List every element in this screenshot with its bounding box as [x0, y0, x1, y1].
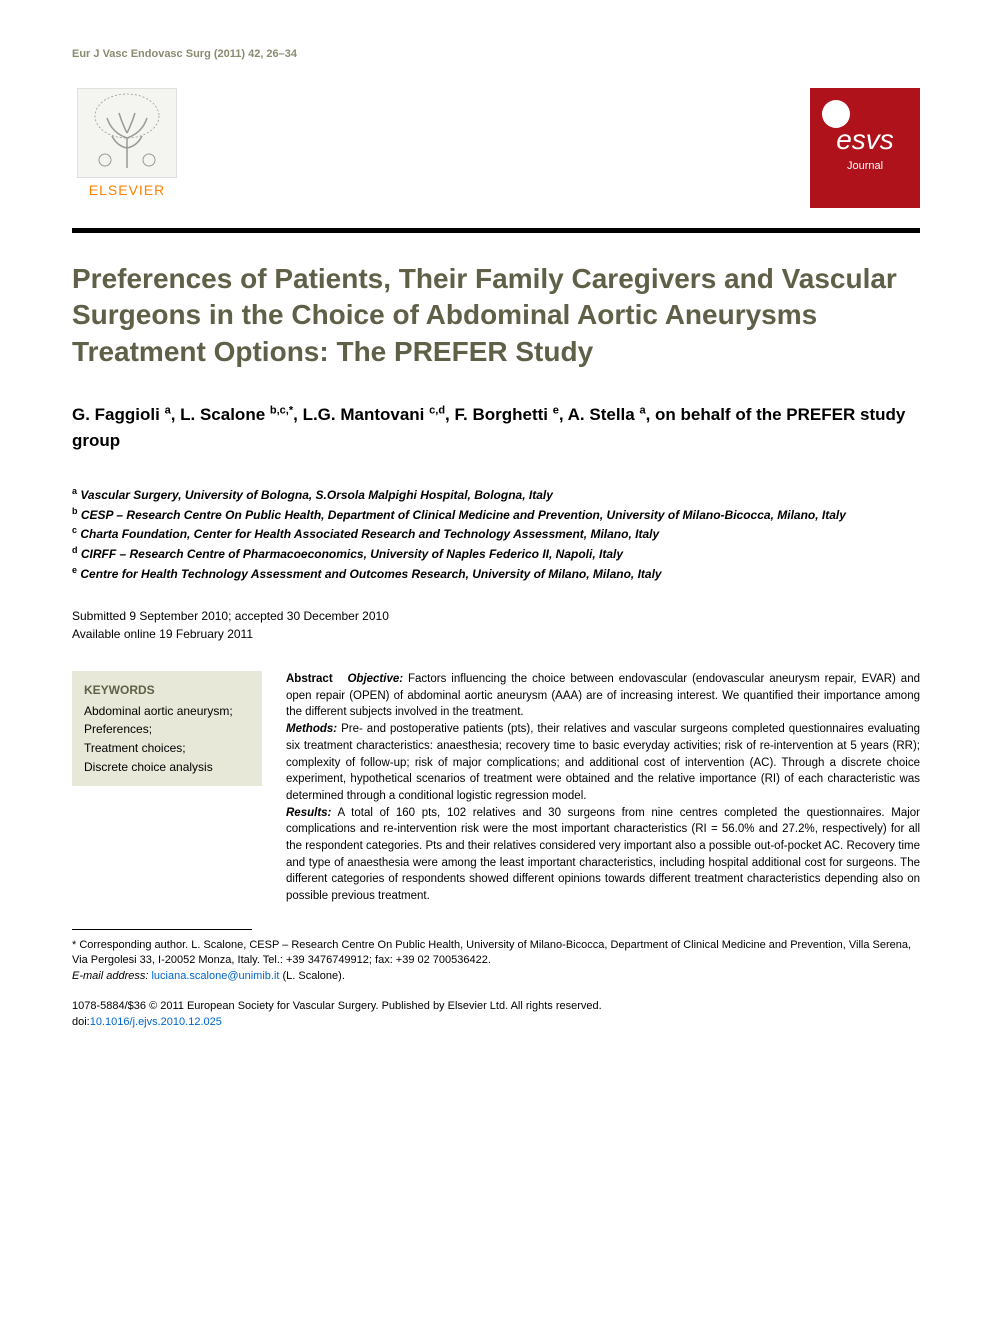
- doi-line: doi:10.1016/j.ejvs.2010.12.025: [72, 1015, 920, 1031]
- footer-rule: [72, 929, 252, 930]
- email-link[interactable]: luciana.scalone@unimib.it: [151, 970, 279, 982]
- esvs-wordmark: esvs: [836, 124, 894, 156]
- affiliation-a: a Vascular Surgery, University of Bologn…: [72, 485, 920, 505]
- email-line: E-mail address: luciana.scalone@unimib.i…: [72, 969, 920, 985]
- elsevier-tree-icon: [77, 88, 177, 178]
- copyright-block: 1078-5884/$36 © 2011 European Society fo…: [72, 999, 920, 1031]
- methods-label: Methods:: [286, 723, 337, 735]
- keywords-box: KEYWORDS Abdominal aortic aneurysm;Prefe…: [72, 671, 262, 786]
- results-text: A total of 160 pts, 102 relatives and 30…: [286, 807, 920, 902]
- copyright-line: 1078-5884/$36 © 2011 European Society fo…: [72, 999, 920, 1015]
- elsevier-wordmark: ELSEVIER: [89, 182, 165, 198]
- abstract-label: Abstract: [286, 673, 333, 685]
- doi-link[interactable]: 10.1016/j.ejvs.2010.12.025: [90, 1016, 222, 1028]
- objective-label: Objective:: [347, 673, 403, 685]
- affiliation-d: d CIRFF – Research Centre of Pharmacoeco…: [72, 544, 920, 564]
- affiliation-c: c Charta Foundation, Center for Health A…: [72, 524, 920, 544]
- methods-text: Pre- and postoperative patients (pts), t…: [286, 723, 920, 802]
- footer-notes: * Corresponding author. L. Scalone, CESP…: [72, 938, 920, 986]
- esvs-journal-label: Journal: [847, 160, 883, 172]
- esvs-circle-icon: [822, 100, 850, 128]
- affiliation-e: e Centre for Health Technology Assessmen…: [72, 564, 920, 584]
- esvs-logo: esvs Journal: [810, 88, 920, 208]
- affiliation-b: b CESP – Research Centre On Public Healt…: [72, 505, 920, 525]
- abstract-text: Abstract Objective: Factors influencing …: [286, 671, 920, 904]
- results-label: Results:: [286, 807, 331, 819]
- keywords-list: Abdominal aortic aneurysm;Preferences;Tr…: [84, 702, 250, 776]
- authors: G. Faggioli a, L. Scalone b,c,*, L.G. Ma…: [72, 402, 920, 453]
- available-online-date: Available online 19 February 2011: [72, 625, 920, 643]
- horizontal-rule: [72, 228, 920, 233]
- corresponding-author: * Corresponding author. L. Scalone, CESP…: [72, 938, 920, 970]
- keywords-heading: KEYWORDS: [84, 681, 250, 700]
- logo-row: ELSEVIER esvs Journal: [72, 88, 920, 208]
- affiliations: a Vascular Surgery, University of Bologn…: [72, 485, 920, 583]
- abstract-section: KEYWORDS Abdominal aortic aneurysm;Prefe…: [72, 671, 920, 904]
- article-dates: Submitted 9 September 2010; accepted 30 …: [72, 607, 920, 643]
- elsevier-logo: ELSEVIER: [72, 88, 182, 208]
- submitted-accepted-date: Submitted 9 September 2010; accepted 30 …: [72, 607, 920, 625]
- journal-citation: Eur J Vasc Endovasc Surg (2011) 42, 26–3…: [72, 48, 920, 60]
- article-title: Preferences of Patients, Their Family Ca…: [72, 261, 920, 370]
